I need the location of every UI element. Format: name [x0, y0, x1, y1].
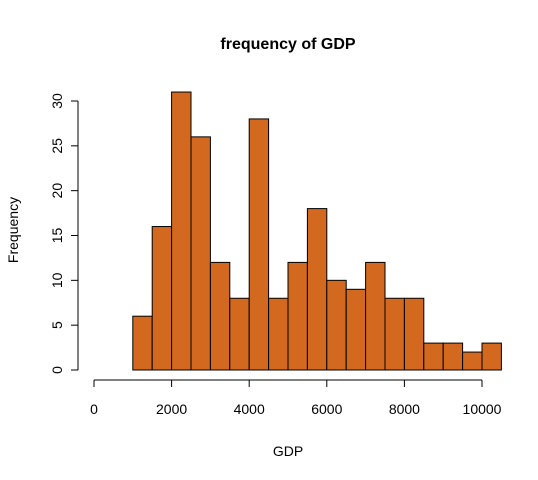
histogram-bar	[423, 342, 444, 371]
x-axis: 0 2000 4000 6000 8000 10000	[90, 379, 502, 417]
histogram-bar	[190, 136, 211, 371]
histogram-bar	[345, 288, 367, 371]
histogram-bar	[248, 118, 270, 371]
x-tick-label: 4000	[234, 401, 265, 417]
x-axis-label: GDP	[273, 443, 303, 459]
y-axis-label: Frequency	[5, 197, 21, 263]
histogram-bar	[442, 342, 464, 371]
histogram-bar	[151, 226, 173, 371]
histogram-bar	[306, 208, 328, 371]
histogram-bar	[229, 297, 250, 371]
histogram-bar	[365, 261, 386, 371]
histogram-bar	[268, 297, 289, 371]
x-tick-label: 2000	[156, 401, 187, 417]
histogram-bar	[326, 279, 347, 371]
y-axis: 0 5 10 15 20 25 30	[49, 93, 79, 374]
y-tick-label: 25	[49, 138, 65, 154]
y-tick-label: 10	[49, 272, 65, 288]
y-tick-label: 0	[49, 366, 65, 374]
x-tick-label: 0	[90, 401, 98, 417]
chart-title: frequency of GDP	[220, 36, 355, 53]
y-tick-label: 15	[49, 228, 65, 244]
x-tick-label: 10000	[463, 401, 502, 417]
y-tick-label: 30	[49, 93, 65, 109]
histogram-bar	[462, 351, 483, 371]
histogram-bar	[287, 261, 308, 371]
histogram-bar	[481, 342, 502, 371]
histogram-bar	[132, 315, 153, 371]
x-tick-label: 6000	[311, 401, 342, 417]
histogram-bar	[384, 297, 405, 371]
bars-group	[132, 91, 502, 371]
histogram-bar	[171, 91, 192, 371]
histogram-bar	[403, 297, 425, 371]
histogram-bar	[209, 261, 231, 371]
y-tick-label: 5	[49, 321, 65, 329]
x-tick-label: 8000	[389, 401, 420, 417]
y-tick-label: 20	[49, 183, 65, 199]
